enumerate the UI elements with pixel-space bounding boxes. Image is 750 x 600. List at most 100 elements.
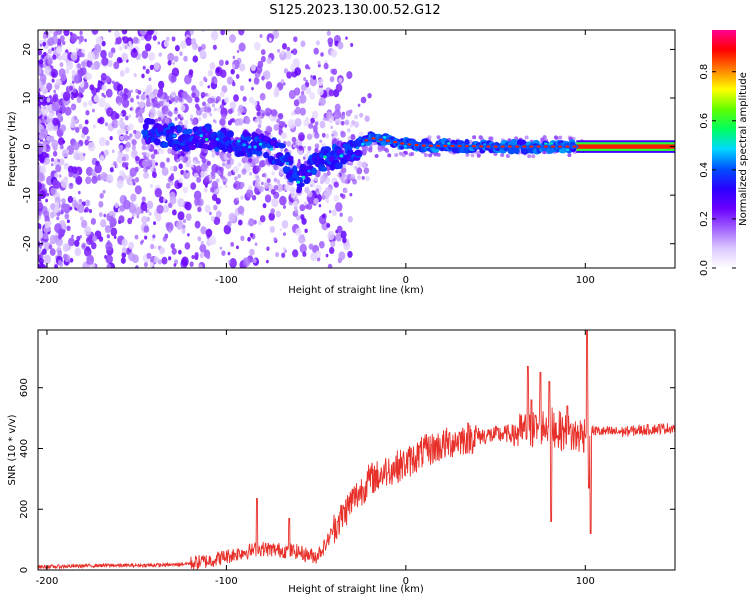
noise-blob	[318, 204, 322, 208]
noise-blob	[313, 176, 318, 182]
noise-blob	[81, 243, 86, 249]
noise-blob	[116, 56, 122, 64]
noise-blob	[71, 166, 78, 175]
noise-blob	[38, 119, 42, 125]
noise-blob	[319, 120, 326, 129]
noise-blob	[213, 204, 218, 211]
noise-blob	[270, 208, 275, 215]
noise-blob	[101, 92, 105, 97]
noise-blob	[182, 224, 186, 230]
noise-blob	[48, 244, 53, 250]
noise-blob	[242, 96, 247, 102]
noise-blob	[229, 258, 237, 267]
noise-blob	[98, 116, 105, 125]
noise-blob	[142, 151, 147, 156]
noise-blob	[198, 116, 202, 122]
noise-blob	[184, 201, 192, 211]
noise-blob	[336, 173, 340, 177]
noise-blob	[524, 135, 529, 140]
band-core	[450, 144, 455, 148]
noise-blob	[207, 97, 213, 104]
noise-blob	[322, 213, 326, 218]
noise-blob	[106, 174, 114, 184]
noise-blob	[360, 96, 367, 104]
noise-blob	[230, 241, 235, 247]
noise-blob	[91, 175, 98, 184]
noise-blob	[48, 112, 54, 119]
noise-blob	[180, 114, 184, 118]
noise-blob	[39, 156, 45, 162]
noise-blob	[278, 125, 283, 131]
noise-blob	[156, 204, 164, 214]
noise-blob	[219, 104, 225, 110]
colorbar-ticks: 0.0 0.2 0.4 0.6 0.8	[699, 64, 736, 276]
noise-blob	[252, 167, 257, 172]
noise-blob	[59, 62, 64, 68]
noise-blob	[280, 131, 287, 140]
noise-blob	[262, 203, 267, 209]
noise-blob	[178, 249, 182, 255]
noise-blob	[210, 30, 219, 41]
noise-blob	[38, 65, 42, 76]
noise-blob	[116, 120, 121, 126]
noise-blob	[98, 212, 103, 218]
noise-blob	[289, 186, 296, 194]
ridge-blob	[558, 147, 567, 154]
noise-blob	[255, 128, 261, 135]
noise-blob	[307, 145, 312, 151]
noise-blob	[259, 92, 266, 101]
noise-blob	[101, 40, 106, 47]
ridge-blob	[320, 166, 328, 172]
noise-blob	[168, 228, 172, 233]
noise-blob	[167, 60, 172, 66]
noise-blob	[50, 157, 55, 162]
noise-blob	[394, 152, 399, 157]
spectrogram-y-tick-label: -10	[22, 187, 33, 203]
ridge-core	[307, 169, 311, 173]
band-core	[464, 145, 469, 148]
ridge-core	[199, 134, 204, 138]
noise-blob	[196, 176, 202, 183]
snr-y-axis-label: SNR (10 * v/v)	[7, 414, 18, 485]
noise-blob	[325, 198, 330, 204]
noise-blob	[286, 140, 292, 147]
noise-blob	[119, 112, 123, 117]
noise-blob	[171, 36, 176, 42]
noise-blob	[174, 44, 180, 52]
colorbar-tick-label: 0.0	[699, 260, 710, 276]
noise-blob	[67, 99, 71, 104]
noise-blob	[42, 41, 47, 47]
noise-blob	[76, 235, 81, 242]
spectrogram-x-tick-label: -100	[215, 275, 238, 286]
noise-blob	[153, 221, 157, 226]
noise-blob	[88, 208, 93, 214]
ridge-core	[323, 155, 327, 159]
noise-blob	[313, 47, 319, 55]
noise-blob	[500, 153, 505, 158]
noise-blob	[229, 118, 234, 123]
noise-blob	[203, 187, 208, 193]
ridge-core	[285, 161, 290, 165]
noise-blob	[117, 101, 122, 106]
noise-blob	[144, 235, 148, 240]
noise-blob	[219, 90, 225, 98]
noise-blob	[141, 73, 145, 79]
noise-blob	[186, 172, 191, 178]
noise-blob	[199, 151, 206, 160]
colorbar: 0.0 0.2 0.4 0.6 0.8 Normalized spectral ampl…	[699, 30, 749, 276]
noise-blob	[63, 253, 68, 260]
noise-blob	[310, 74, 313, 79]
noise-blob	[304, 228, 308, 233]
noise-blob	[118, 144, 124, 151]
noise-blob	[302, 156, 306, 160]
noise-blob	[75, 47, 79, 52]
noise-blob	[305, 116, 309, 122]
noise-blob	[100, 49, 107, 59]
noise-blob	[119, 70, 125, 77]
noise-blob	[138, 115, 144, 124]
noise-blob	[191, 254, 195, 260]
noise-blob	[206, 254, 211, 260]
noise-blob	[156, 151, 160, 155]
noise-blob	[294, 117, 302, 127]
noise-blob	[106, 107, 114, 117]
